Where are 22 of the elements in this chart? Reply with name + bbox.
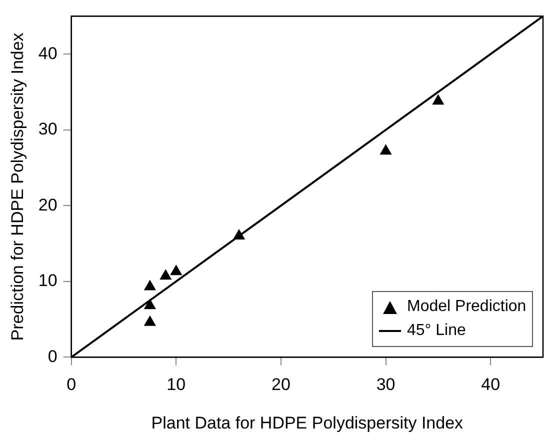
point bbox=[380, 144, 392, 155]
x-tick-label: 20 bbox=[271, 375, 290, 394]
y-axis-title: Prediction for HDPE Polydispersity Index bbox=[8, 32, 27, 341]
point bbox=[232, 228, 246, 240]
x-tick-label: 30 bbox=[376, 375, 396, 394]
legend-label: 45° Line bbox=[407, 322, 466, 340]
x-tick-label: 40 bbox=[481, 375, 500, 394]
y-tick-label: 10 bbox=[38, 271, 58, 290]
point bbox=[170, 264, 182, 276]
point bbox=[144, 315, 156, 326]
x-tick-label: 0 bbox=[66, 375, 76, 394]
point bbox=[144, 298, 156, 310]
point bbox=[432, 94, 444, 105]
legend-label: Model Prediction bbox=[407, 298, 526, 316]
y-tick-label: 20 bbox=[38, 195, 58, 214]
x-tick-label: 10 bbox=[166, 375, 186, 394]
x-axis-title: Plant Data for HDPE Polydispersity Index bbox=[151, 413, 464, 432]
point bbox=[160, 269, 172, 280]
y-tick-label: 0 bbox=[48, 346, 58, 366]
y-tick-label: 30 bbox=[38, 120, 58, 139]
y-tick-label: 40 bbox=[38, 44, 58, 63]
point bbox=[144, 280, 156, 290]
